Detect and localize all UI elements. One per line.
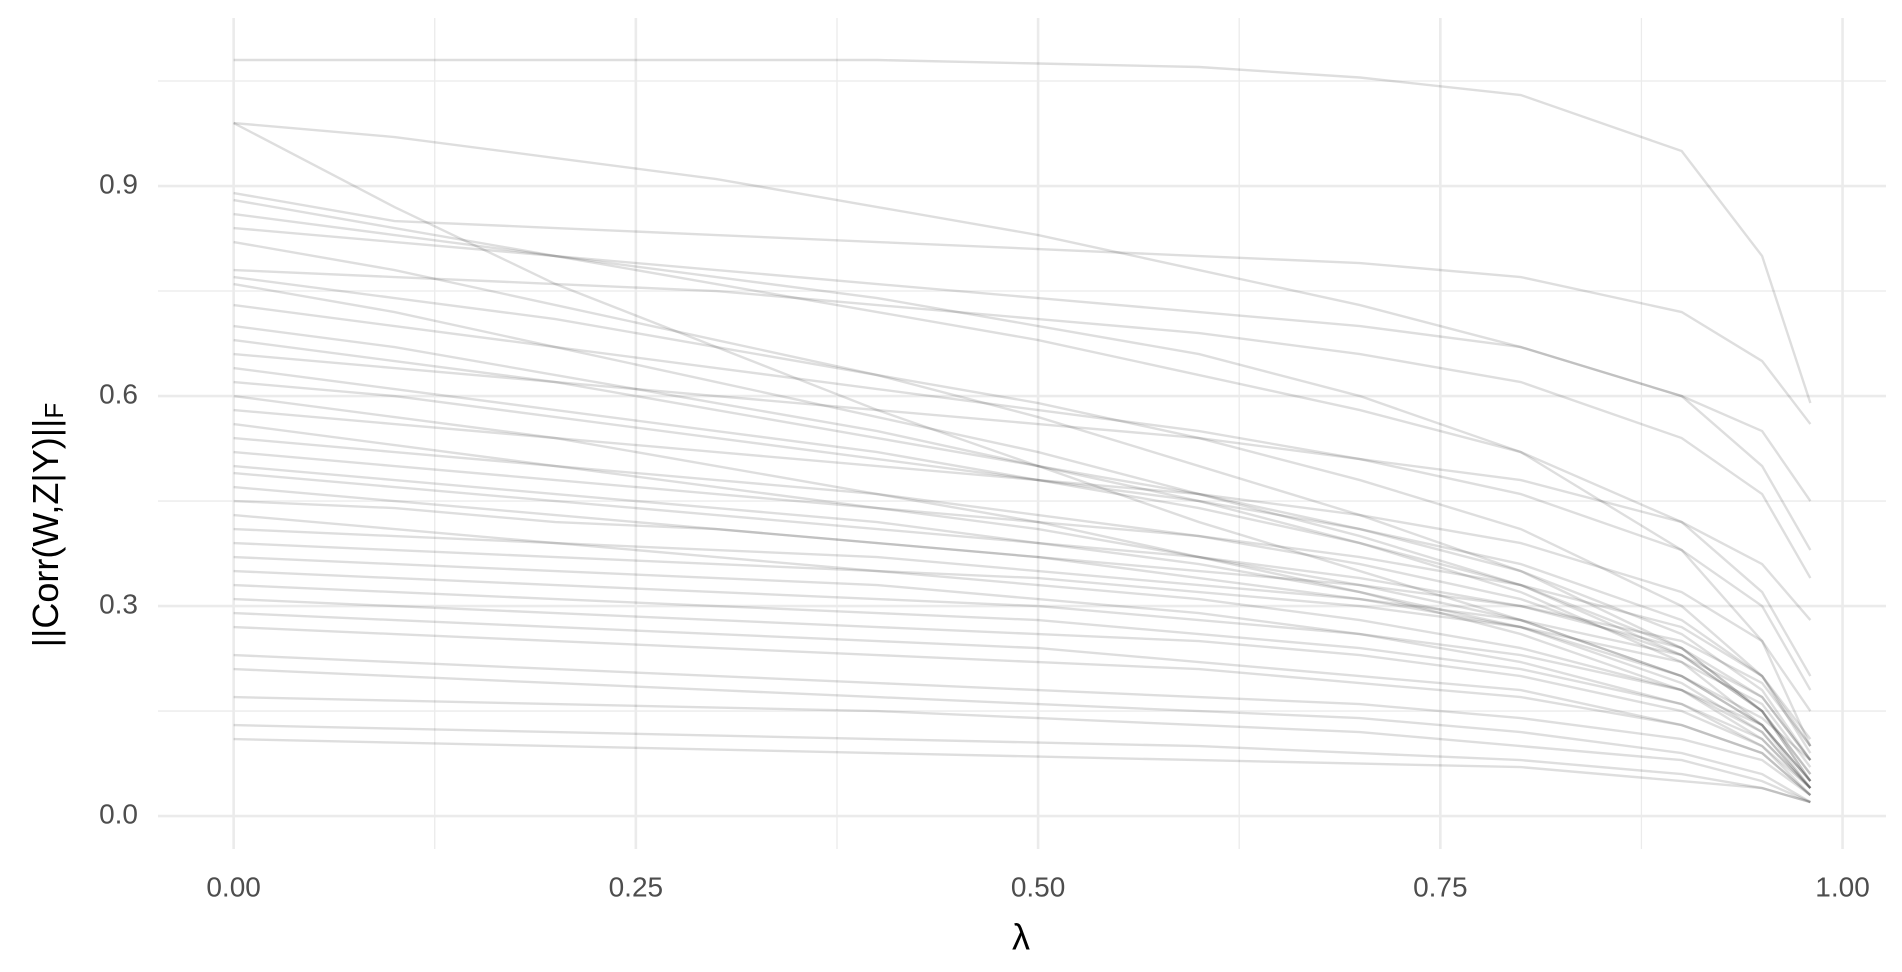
series-line bbox=[233, 240, 1812, 775]
series-line bbox=[233, 58, 1812, 404]
series-line bbox=[233, 667, 1811, 804]
y-axis-title: ||Corr(W,Z|Y)||F bbox=[25, 403, 69, 648]
series-line bbox=[233, 394, 1812, 789]
x-tick-label: 0.75 bbox=[1413, 871, 1468, 902]
series-line bbox=[233, 464, 1812, 789]
y-tick-label: 0.6 bbox=[99, 378, 138, 409]
series-line bbox=[233, 121, 1812, 502]
series-line bbox=[233, 485, 1812, 782]
series-line bbox=[233, 198, 1812, 677]
series-line bbox=[233, 499, 1812, 747]
series-line bbox=[233, 352, 1812, 621]
x-tick-label: 0.00 bbox=[206, 871, 261, 902]
series-line bbox=[233, 611, 1812, 796]
x-tick-label: 1.00 bbox=[1815, 871, 1870, 902]
y-axis-title-subscript: F bbox=[39, 403, 69, 419]
x-tick-label: 0.50 bbox=[1011, 871, 1066, 902]
series-line bbox=[233, 653, 1812, 797]
series-line bbox=[233, 408, 1812, 712]
series-line bbox=[233, 226, 1812, 551]
series-line bbox=[233, 275, 1812, 754]
y-tick-label: 0.0 bbox=[99, 798, 138, 829]
y-tick-label: 0.9 bbox=[99, 168, 138, 199]
x-axis-title: λ bbox=[1012, 917, 1030, 958]
series-line bbox=[233, 597, 1812, 789]
series-line bbox=[233, 737, 1811, 804]
x-tick-label: 0.25 bbox=[609, 871, 664, 902]
series-line bbox=[233, 380, 1812, 747]
series-line bbox=[233, 338, 1812, 761]
series-line bbox=[233, 541, 1812, 768]
series-line bbox=[233, 191, 1812, 425]
series-line bbox=[233, 471, 1812, 761]
series-line bbox=[233, 324, 1812, 789]
series-line bbox=[233, 268, 1812, 579]
series-line bbox=[233, 366, 1812, 782]
series-line bbox=[233, 569, 1812, 782]
series-line bbox=[233, 282, 1812, 782]
y-tick-label: 0.3 bbox=[99, 588, 138, 619]
series-line bbox=[233, 527, 1812, 761]
series-line bbox=[233, 121, 1812, 761]
y-axis-title-main: ||Corr(W,Z|Y)|| bbox=[25, 419, 66, 648]
series-line bbox=[233, 422, 1812, 782]
series-line bbox=[233, 583, 1812, 789]
series-line bbox=[233, 436, 1812, 775]
series-line bbox=[233, 513, 1812, 789]
series-line bbox=[233, 625, 1812, 796]
series-line bbox=[233, 212, 1812, 747]
series-line bbox=[233, 450, 1812, 740]
series-line bbox=[233, 695, 1811, 804]
series-line bbox=[233, 723, 1811, 804]
series-line bbox=[233, 303, 1812, 691]
series-line bbox=[233, 555, 1812, 796]
